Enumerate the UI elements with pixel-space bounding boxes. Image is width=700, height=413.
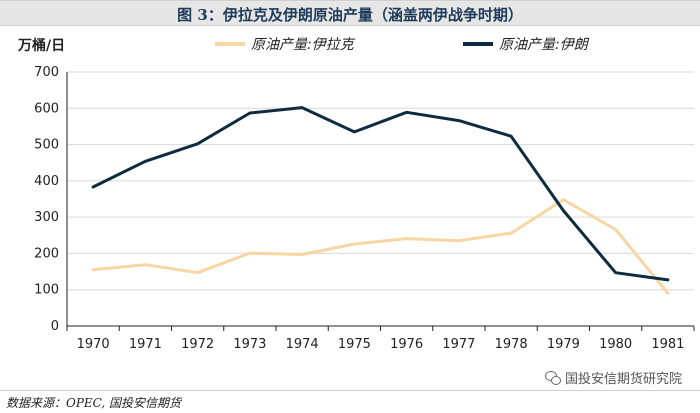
y-tick-label: 500: [34, 138, 59, 153]
x-tick-label: 1972: [181, 337, 214, 352]
series-line-iran: [91, 106, 670, 282]
y-axis-label: 万桶/日: [17, 37, 65, 54]
x-tick-label: 1971: [129, 337, 162, 352]
x-tick-label: 1976: [390, 337, 423, 352]
y-tick-label: 300: [34, 210, 59, 225]
y-tick-label: 200: [34, 246, 59, 261]
x-tick-label: 1970: [77, 337, 110, 352]
x-tick-label: 1978: [495, 337, 528, 352]
title-bar: 图 3：伊拉克及伊朗原油产量（涵盖两伊战争时期）: [0, 0, 700, 26]
chart-title: 图 3：伊拉克及伊朗原油产量（涵盖两伊战争时期）: [177, 6, 523, 24]
x-tick-label: 1973: [233, 337, 266, 352]
footer: 数据来源：OPEC, 国投安信期货: [0, 390, 700, 413]
y-tick-label: 700: [34, 65, 59, 80]
y-tick-label: 0: [51, 319, 59, 334]
x-tick-label: 1981: [651, 337, 684, 352]
watermark-text: 国投安信期货研究院: [564, 372, 682, 387]
x-tick-label: 1977: [442, 337, 475, 352]
source-note: 数据来源：OPEC, 国投安信期货: [6, 396, 182, 410]
y-tick-label: 600: [34, 101, 59, 116]
x-tick-label: 1974: [286, 337, 319, 352]
y-tick-label: 400: [34, 174, 59, 189]
x-tick-label: 1975: [338, 337, 371, 352]
legend-label: 原油产量:伊朗: [499, 37, 590, 53]
x-tick-label: 1980: [599, 337, 632, 352]
series-line-iraq: [91, 198, 670, 295]
y-tick-label: 100: [34, 283, 59, 298]
legend-label: 原油产量:伊拉克: [251, 37, 356, 53]
wechat-icon: [544, 370, 561, 385]
watermark: 国投安信期货研究院: [544, 368, 682, 387]
x-tick-label: 1979: [547, 337, 580, 352]
